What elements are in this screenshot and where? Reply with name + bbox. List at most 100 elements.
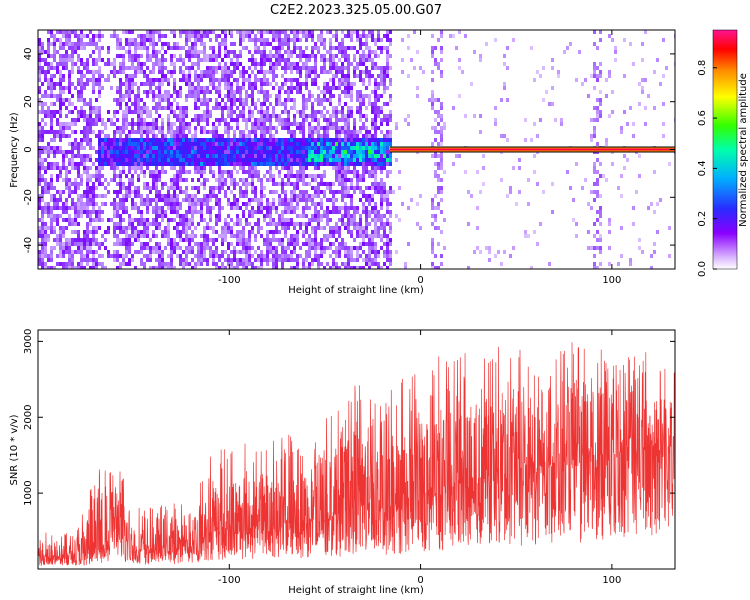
spectrogram-cell [107, 154, 110, 158]
spectrogram-cell [344, 158, 347, 162]
spectrogram-cell [356, 182, 359, 186]
spectrogram-cell [86, 246, 89, 250]
spectrogram-cell [95, 218, 98, 222]
spectrogram-cell [122, 138, 125, 142]
spectrogram-cell [137, 250, 140, 254]
spectrogram-cell [365, 194, 368, 198]
spectrogram-cell [137, 130, 140, 134]
spectrogram-cell [203, 238, 206, 242]
spectrogram-cell [104, 150, 107, 154]
spectrogram-cell [239, 166, 242, 170]
spectrogram-cell [374, 86, 377, 90]
spectrogram-cell [80, 254, 83, 258]
spectrogram-cell [161, 98, 164, 102]
spectrogram-cell [50, 110, 53, 114]
spectrogram-cell [164, 142, 167, 146]
spectrogram-cell [158, 94, 161, 98]
spectrogram-cell [236, 98, 239, 102]
spectrogram-cell [278, 42, 281, 46]
spectrogram-cell [65, 126, 68, 130]
spectrogram-cell [536, 70, 539, 74]
spectrogram-cell [302, 162, 305, 166]
spectrogram-cell [74, 162, 77, 166]
spectrogram-cell [389, 118, 392, 122]
spectrogram-cell [86, 178, 89, 182]
spectrogram-cell [344, 54, 347, 58]
spectrogram-cell [125, 102, 128, 106]
spectrogram-cell [302, 106, 305, 110]
spectrogram-cell [185, 126, 188, 130]
spectrogram-cell [338, 134, 341, 138]
spectrogram-cell [227, 222, 230, 226]
spectrogram-cell [362, 238, 365, 242]
spectrogram-cell [263, 62, 266, 66]
spectrogram-cell [122, 186, 125, 190]
spectrogram-cell [266, 198, 269, 202]
spectrogram-cell [77, 182, 80, 186]
spectrogram-cell [134, 218, 137, 222]
spectrogram-cell [59, 98, 62, 102]
spectrogram-cell [311, 162, 314, 166]
spectrogram-cell [179, 134, 182, 138]
spectrogram-cell [314, 202, 317, 206]
spectrogram-cell [356, 250, 359, 254]
spectrogram-cell [368, 98, 371, 102]
spectrogram-cell [227, 54, 230, 58]
spectrogram-cell [341, 214, 344, 218]
spectrogram-cell [242, 162, 245, 166]
spectrogram-cell [152, 222, 155, 226]
spectrogram-cell [71, 54, 74, 58]
spectrogram-cell [92, 202, 95, 206]
spectrogram-cell [236, 202, 239, 206]
spectrogram-cell [140, 34, 143, 38]
spectrogram-cell [230, 86, 233, 90]
spectrogram-cell [125, 138, 128, 142]
spectrogram-cell [419, 194, 422, 198]
spectrogram-cell [239, 162, 242, 166]
spectrogram-cell [71, 190, 74, 194]
spectrogram-cell [326, 262, 329, 266]
spectrogram-cell [131, 138, 134, 142]
spectrogram-cell [344, 66, 347, 70]
spectrogram-cell [413, 30, 416, 34]
spectrogram-cell [377, 82, 380, 86]
spectrogram-cell [185, 98, 188, 102]
spectrogram-cell [296, 154, 299, 158]
spectrogram-cell [275, 146, 278, 150]
spectrogram-cell [218, 90, 221, 94]
spectrogram-cell [326, 110, 329, 114]
spectrogram-cell [86, 70, 89, 74]
spectrogram-cell [65, 42, 68, 46]
spectrogram-cell [38, 102, 41, 106]
spectrogram-cell [185, 158, 188, 162]
spectrogram-cell [221, 178, 224, 182]
spectrogram-cell [215, 158, 218, 162]
spectrogram-cell [374, 106, 377, 110]
spectrogram-cell [149, 126, 152, 130]
spectrogram-cell [158, 154, 161, 158]
spectrogram-cell [137, 146, 140, 150]
spectrogram-cell [194, 198, 197, 202]
spectrogram-cell [230, 262, 233, 266]
spectrogram-cell [251, 254, 254, 258]
spectrogram-cell [176, 170, 179, 174]
spectrogram-cell [209, 210, 212, 214]
spectrogram-cell [47, 66, 50, 70]
spectrogram-cell [356, 234, 359, 238]
spectrogram-cell [386, 170, 389, 174]
spectrogram-cell [263, 54, 266, 58]
spectrogram-cell [260, 234, 263, 238]
spectrogram-cell [215, 86, 218, 90]
spectrogram-cell [278, 162, 281, 166]
spectrogram-cell [107, 150, 110, 154]
spectrogram-cell [44, 74, 47, 78]
spectrogram-cell [146, 254, 149, 258]
spectrogram-cell [191, 90, 194, 94]
spectrogram-cell [41, 246, 44, 250]
spectrogram-cell [155, 246, 158, 250]
spectrogram-cell [134, 42, 137, 46]
spectrogram-cell [194, 102, 197, 106]
spectrogram-cell [164, 230, 167, 234]
spectrogram-cell [302, 174, 305, 178]
spectrogram-cell [170, 102, 173, 106]
